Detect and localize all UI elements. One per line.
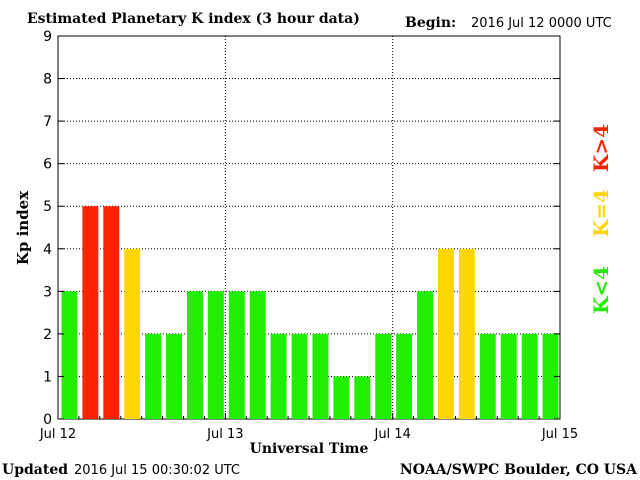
begin-value: 2016 Jul 12 0000 UTC — [471, 16, 612, 31]
y-axis-label: Kp index — [14, 190, 32, 265]
kp-bar — [291, 333, 308, 419]
kp-bar — [312, 333, 329, 419]
kp-bar — [124, 248, 141, 419]
legend-entry: K<4 — [589, 266, 613, 314]
y-tick-label: 4 — [43, 242, 52, 258]
kp-bar — [354, 376, 371, 419]
chart-title: Estimated Planetary K index (3 hour data… — [27, 11, 360, 27]
x-axis-label: Universal Time — [250, 441, 369, 457]
updated-value: 2016 Jul 15 00:30:02 UTC — [74, 463, 240, 478]
kp-bar — [249, 291, 266, 419]
kp-bar — [417, 291, 433, 419]
kp-bar — [375, 333, 392, 419]
kp-bar — [333, 376, 350, 419]
kp-bar — [187, 291, 203, 419]
grid-lines — [58, 36, 560, 419]
kp-bar — [458, 248, 475, 419]
kp-bar — [228, 291, 245, 419]
kp-bar — [521, 333, 538, 419]
source-credit: NOAA/SWPC Boulder, CO USA — [400, 462, 638, 478]
x-tick-label: Jul 13 — [206, 427, 243, 442]
x-tick-label: Jul 12 — [39, 427, 76, 442]
kp-bar — [500, 333, 517, 419]
kp-bar — [396, 333, 413, 419]
y-tick-label: 1 — [43, 369, 52, 385]
kp-bar — [145, 333, 162, 419]
x-tick-label: Jul 15 — [541, 427, 578, 442]
legend-entry: K=4 — [589, 189, 613, 237]
kp-bar — [438, 248, 454, 419]
kp-bar — [479, 333, 496, 419]
y-tick-label: 3 — [43, 284, 52, 300]
y-axis-ticks: 0 1 2 3 4 5 6 7 8 9 — [43, 29, 560, 428]
y-tick-label: 2 — [43, 327, 52, 343]
y-tick-label: 8 — [43, 72, 52, 88]
updated-label: Updated — [2, 462, 68, 478]
y-tick-label: 5 — [43, 199, 52, 215]
legend: K>4 K=4 K<4 — [589, 124, 613, 314]
y-tick-label: 6 — [43, 157, 52, 173]
kp-bar — [542, 333, 559, 419]
kp-bar — [82, 206, 99, 419]
y-tick-label: 9 — [43, 29, 52, 45]
x-tick-label: Jul 14 — [373, 427, 410, 442]
kp-bar — [270, 333, 287, 419]
begin-label: Begin: — [405, 15, 456, 31]
kp-bar — [207, 291, 224, 419]
y-tick-label: 7 — [43, 114, 52, 130]
kp-bar — [61, 291, 78, 419]
kp-bar — [166, 333, 182, 419]
kp-bar — [103, 206, 120, 419]
bar-series — [61, 206, 559, 419]
y-tick-label: 0 — [43, 412, 52, 428]
x-axis-ticks: Jul 12 Jul 13 Jul 14 Jul 15 — [39, 413, 578, 442]
legend-entry: K>4 — [589, 124, 613, 172]
